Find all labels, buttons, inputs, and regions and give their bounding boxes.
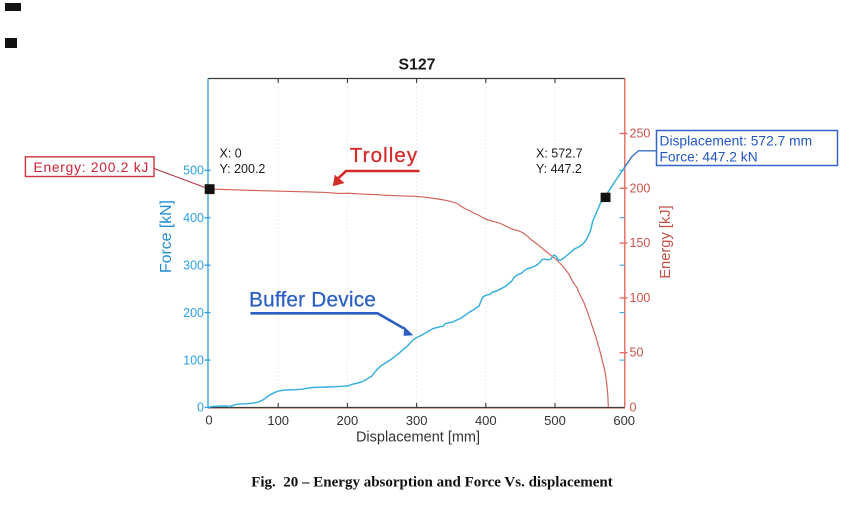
svg-text:Force [kN]: Force [kN] — [158, 200, 175, 273]
svg-text:X: 0: X: 0 — [220, 147, 242, 161]
svg-text:250: 250 — [630, 127, 651, 141]
svg-text:0: 0 — [205, 413, 212, 428]
svg-text:500: 500 — [183, 164, 204, 178]
svg-text:X: 572.7: X: 572.7 — [536, 147, 583, 161]
svg-text:150: 150 — [630, 236, 651, 250]
svg-text:600: 600 — [613, 413, 635, 428]
svg-text:200: 200 — [183, 306, 204, 320]
svg-text:500: 500 — [544, 413, 566, 428]
svg-text:Y: 447.2: Y: 447.2 — [536, 162, 582, 176]
svg-text:100: 100 — [630, 291, 651, 305]
svg-text:200: 200 — [337, 413, 359, 428]
svg-text:50: 50 — [630, 346, 644, 360]
svg-text:Energy [kJ]: Energy [kJ] — [658, 205, 674, 278]
svg-text:Buffer Device: Buffer Device — [249, 288, 376, 311]
svg-text:0: 0 — [630, 401, 637, 415]
svg-text:200: 200 — [630, 181, 651, 195]
svg-text:300: 300 — [183, 259, 204, 273]
svg-text:Force: 447.2 kN: Force: 447.2 kN — [660, 150, 758, 165]
svg-text:Fig. 20 – Energy absorption a: Fig. 20 – Energy absorption and Force Vs… — [251, 475, 613, 491]
svg-text:Displacement: 572.7 mm: Displacement: 572.7 mm — [660, 134, 813, 149]
svg-text:400: 400 — [475, 413, 497, 428]
svg-text:300: 300 — [406, 413, 428, 428]
svg-text:Energy: 200.2 kJ: Energy: 200.2 kJ — [34, 160, 150, 175]
svg-text:S127: S127 — [399, 57, 436, 74]
svg-text:0: 0 — [197, 401, 204, 415]
svg-text:Displacement [mm]: Displacement [mm] — [356, 430, 480, 446]
svg-text:100: 100 — [267, 413, 289, 428]
svg-text:100: 100 — [183, 354, 204, 368]
svg-text:Y: 200.2: Y: 200.2 — [220, 162, 266, 176]
svg-text:400: 400 — [183, 211, 204, 225]
svg-text:Trolley: Trolley — [350, 144, 418, 167]
